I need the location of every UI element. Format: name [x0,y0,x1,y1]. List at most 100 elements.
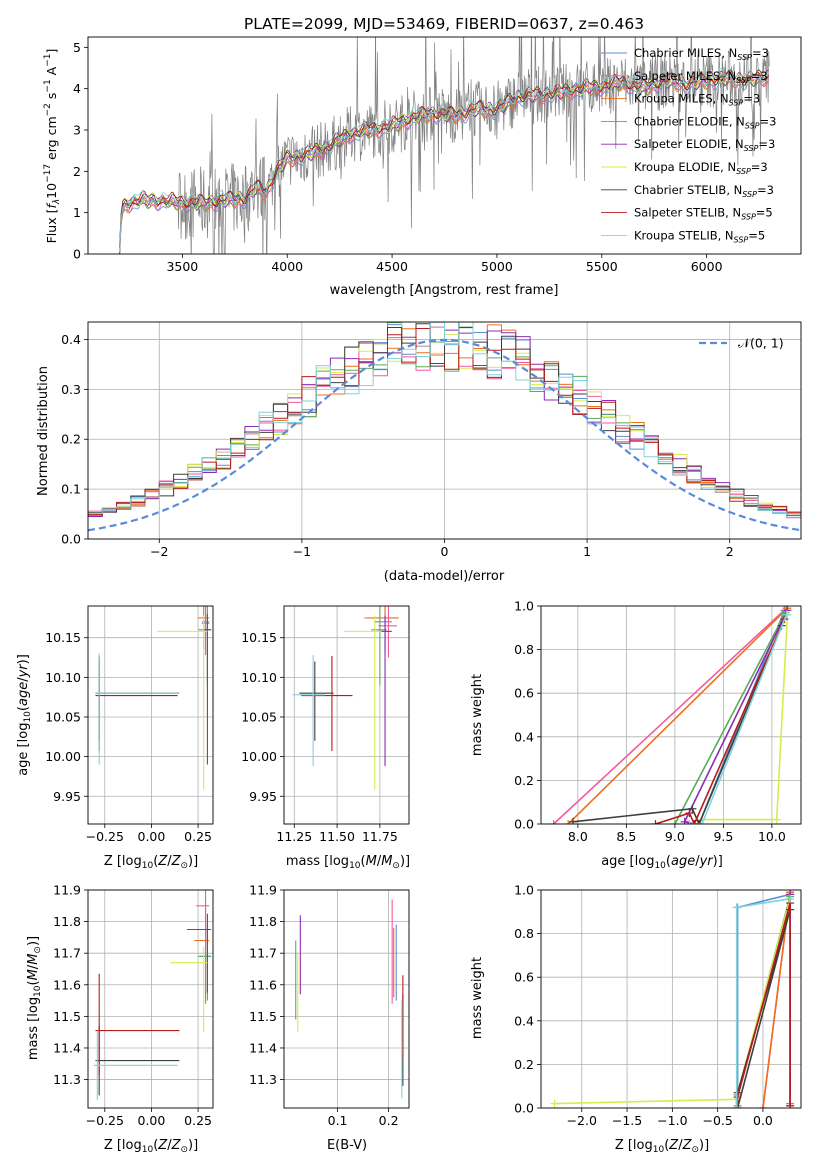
weight-vs-Z-ylabel: mass weight [470,957,485,1039]
y-tick-label: 10.10 [241,670,277,685]
y-tick-label: 0.2 [514,1057,534,1072]
x-tick-label: 11.75 [362,829,398,844]
panel-mass-vs-ebv: 0.1 0.2 11.3 11.4 11.5 11.6 11.7 11.8 11.9 E(B-V… [249,883,410,1153]
x-tick-label: 10.0 [758,829,786,844]
x-tick-label: 8.0 [568,829,588,844]
x-tick-label: −0.5 [702,1113,732,1128]
y-tick-label: 0.8 [514,642,534,657]
legend-entry-k_stelib: Kroupa STELIB, NSSP=5 [634,228,765,244]
x-tick-label: 11.25 [276,829,312,844]
legend-entry-c_stelib: Chabrier STELIB, NSSP=3 [634,183,774,199]
legend-entry-k_elodie: Kroupa ELODIE, NSSP=3 [634,160,768,176]
plot-area [549,606,792,824]
figure-title: PLATE=2099, MJD=53469, FIBERID=0637, z=0… [244,15,644,33]
y-tick-label: 10.05 [45,709,81,724]
y-tick-label: 4 [73,81,81,96]
y-tick-label: 1 [73,205,81,220]
y-tick-label: 11.7 [53,946,81,961]
residuals-plot: −2 −1 0 1 2 0.0 0.1 0.2 0.3 0.4 𝒩(0, 1) [61,321,802,559]
y-tick-label: 0.6 [514,970,534,985]
plot-area [550,890,795,1108]
y-tick-label: 11.9 [249,883,277,898]
legend-entry-s_miles: Salpeter MILES, NSSP=3 [634,69,768,85]
weight-line-s_stelib [736,902,791,1108]
age-vs-Z-ylabel: age [log10(age/yr)] [16,654,33,776]
axes-frame [540,889,802,1109]
x-tick-label: 4500 [376,259,408,274]
x-tick-label: 0.00 [138,829,166,844]
axes-frame [87,889,214,1109]
x-tick-label: −0.25 [86,829,124,844]
x-tick-label: −0.25 [86,1113,124,1128]
y-tick-label: 11.5 [249,1009,277,1024]
weight-line-c_stelib [572,625,783,824]
weight-vs-age-plot: 8.0 8.5 9.0 9.5 10.0 0.0 0.2 0.4 0.6 0.8 1.0 [514,599,802,844]
weight-line-s_stelib [655,618,786,824]
y-tick-label: 11.5 [53,1009,81,1024]
histogram-s_stelib [88,322,801,516]
mass-vs-ebv-xlabel: E(B-V) [327,1138,367,1153]
axes-frame [87,321,802,540]
x-tick-label: 2 [726,544,734,559]
y-tick-label: 0.2 [61,432,81,447]
y-tick-label: 2 [73,164,81,179]
residuals-ylabel: Normed distribution [36,366,51,496]
y-tick-label: 9.95 [249,789,277,804]
x-tick-label: 0.2 [379,1113,399,1128]
y-tick-label: 9.95 [53,789,81,804]
y-tick-label: 10.10 [45,670,81,685]
plot-area [88,322,801,532]
plot-area [119,37,770,254]
x-tick-label: 0.25 [184,829,212,844]
x-tick-label: −1 [293,544,311,559]
y-tick-label: 11.8 [53,914,81,929]
plot-area [93,890,212,1101]
axes-frame [540,605,802,825]
plot-area [292,606,399,790]
panel-age-vs-Z: −0.25 0.00 0.25 9.95 10.00 10.05 10.10 10.15 Z … [16,605,214,871]
y-tick-label: 0.6 [514,686,534,701]
mass-vs-ebv-plot: 0.1 0.2 11.3 11.4 11.5 11.6 11.7 11.8 11.9 [249,883,410,1128]
x-tick-label: 9.0 [665,829,685,844]
mass-vs-Z-xlabel: Z [log10(Z/Z⊙)] [104,1138,198,1155]
histogram-s_elodie [88,322,801,518]
y-tick-label: 11.8 [249,914,277,929]
y-tick-label: 11.7 [249,946,277,961]
y-tick-label: 1.0 [514,599,534,614]
age-vs-Z-xlabel: Z [log10(Z/Z⊙)] [104,854,198,871]
y-tick-label: 0 [73,247,81,262]
panel-spectrum: 3500 4000 4500 5000 5500 6000 0 1 2 3 4 5 Chabrier M… [43,36,802,298]
plot-area [295,899,404,1099]
x-tick-label: 1 [583,544,591,559]
y-tick-label: 10.15 [241,630,277,645]
weight-line-s_miles [553,607,787,824]
spectrum-plot: 3500 4000 4500 5000 5500 6000 0 1 2 3 4 5 Chabrier M… [73,36,802,274]
x-tick-label: 0.25 [184,1113,212,1128]
mass-vs-Z-ylabel: mass [log10(M/M⊙)] [26,936,43,1060]
model-line-k_elodie [119,70,769,253]
weight-vs-age-ylabel: mass weight [470,674,485,756]
x-tick-label: −2 [150,544,168,559]
weight-line-k_miles [567,607,788,824]
weight-vs-Z-plot: −2.0 −1.5 −1.0 −0.5 0.0 0.0 0.2 0.4 0.6 0.8 1.0 [514,883,802,1128]
x-tick-label: 5500 [586,259,618,274]
model-line-k_stelib [119,68,770,252]
y-tick-label: 0.2 [514,773,534,788]
y-tick-label: 0.4 [514,1013,534,1028]
weight-line-c_elodie [674,612,787,824]
weight-vs-age-xlabel: age [log10(age/yr)] [601,854,723,871]
y-tick-label: 11.9 [53,883,81,898]
axes-frame [87,605,214,825]
y-tick-label: 0.3 [61,382,81,397]
y-tick-label: 10.05 [241,709,277,724]
y-tick-label: 11.6 [249,977,277,992]
panel-residuals: −2 −1 0 1 2 0.0 0.1 0.2 0.3 0.4 𝒩(0, 1) (data-mode… [36,321,802,584]
x-tick-label: 8.5 [616,829,636,844]
age-vs-Z-plot: −0.25 0.00 0.25 9.95 10.00 10.05 10.10 10.15 [45,605,214,844]
model-line-s_stelib [119,70,770,249]
x-tick-label: 0.1 [328,1113,348,1128]
legend-entry-k_miles: Kroupa MILES, NSSP=3 [634,92,760,108]
spectrum-ylabel: Flux [fλ10−17 erg cm−2 s−1 A−1] [43,49,62,244]
axes-frame [283,889,410,1109]
